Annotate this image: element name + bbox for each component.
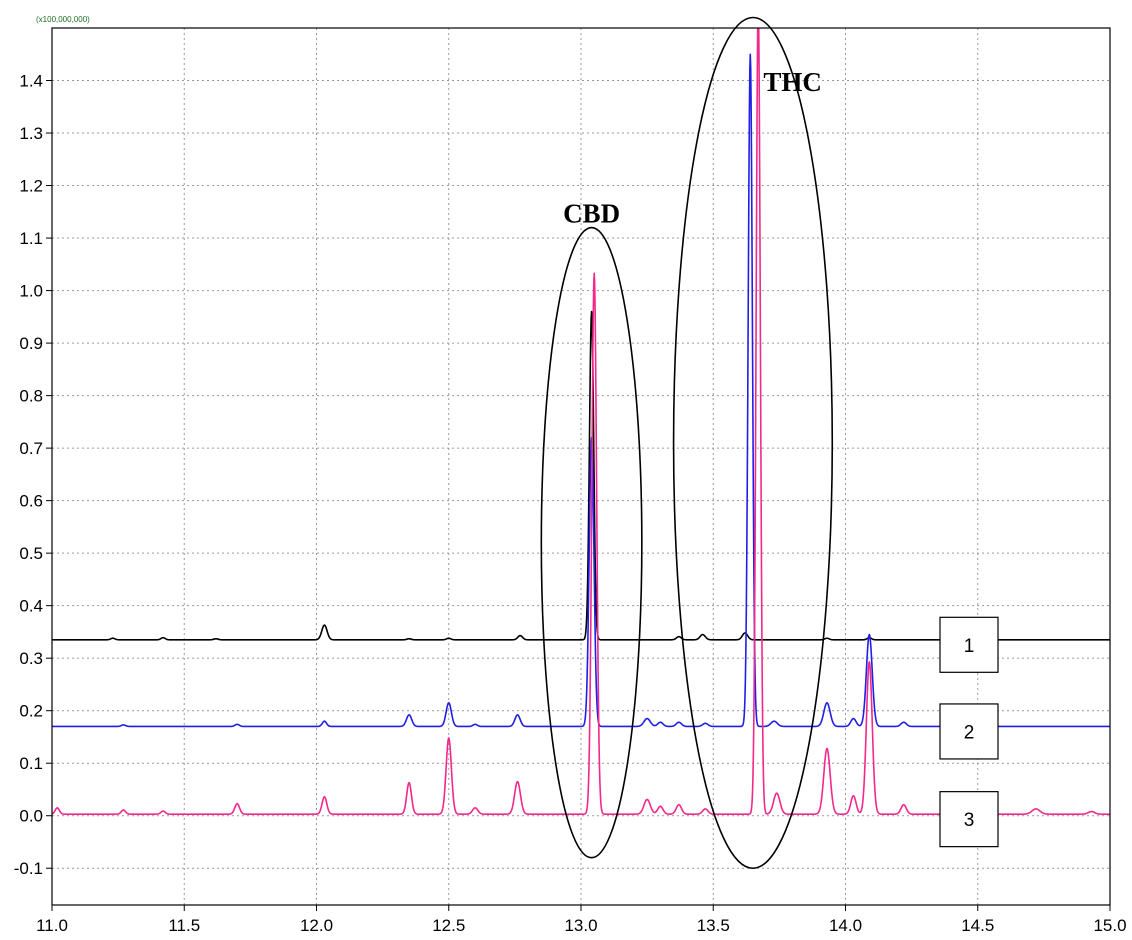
y-tick-label: 0.4 [19, 597, 43, 616]
annotation-cbd: CBD [563, 198, 620, 228]
series-label-2: 2 [964, 722, 975, 743]
box-layer: 1 2 3 [939, 616, 999, 848]
series-label-1: 1 [964, 636, 975, 657]
axis-layer: 11.0 11.5 12.0 12.5 13.0 13.5 14.0 14.5 15.0-0.1… [14, 15, 1127, 935]
x-tick-label: 12.0 [300, 916, 333, 935]
series-layer [52, 28, 1110, 815]
x-tick-label: 11.5 [168, 916, 200, 935]
y-tick-label: 1.4 [19, 72, 43, 91]
x-tick-label: 15.0 [1093, 916, 1126, 935]
x-tick-label: 12.5 [432, 916, 465, 935]
thc-ellipse [672, 16, 834, 870]
y-tick-label: 0.2 [19, 702, 43, 721]
y-tick-label: 0.1 [19, 754, 43, 773]
series-line-2 [52, 53, 1110, 728]
y-tick-label: 0.9 [19, 334, 43, 353]
y-tick-label: 1.2 [19, 177, 43, 196]
ellipse-layer [540, 16, 834, 870]
y-tick-label: 1.0 [19, 282, 43, 301]
x-tick-label: 11.0 [36, 916, 68, 935]
y-tick-label: 1.3 [19, 124, 43, 143]
series-label-box-3 [939, 791, 999, 848]
series-line-3 [52, 28, 1110, 815]
cbd-ellipse [540, 226, 643, 859]
series-line-1 [52, 310, 1110, 641]
y-tick-label: 0.0 [19, 807, 43, 826]
y-tick-label: 0.7 [19, 439, 43, 458]
x-tick-label: 13.0 [564, 916, 597, 935]
y-tick-label: 0.8 [19, 387, 43, 406]
x-tick-label: 14.0 [829, 916, 862, 935]
x-tick-label: 14.5 [961, 916, 994, 935]
y-scale-label: (x100,000,000) [36, 15, 90, 24]
y-tick-label: 1.1 [19, 229, 43, 248]
y-tick-label: -0.1 [14, 859, 43, 878]
y-tick-label: 0.5 [19, 544, 43, 563]
series-label-box-1 [939, 616, 999, 673]
grid-layer [51, 28, 1111, 905]
y-tick-label: 0.6 [19, 492, 43, 511]
annotation-thc: THC [763, 67, 822, 97]
series-label-box-2 [939, 703, 999, 760]
x-tick-label: 13.5 [697, 916, 730, 935]
y-tick-label: 0.3 [19, 649, 43, 668]
series-label-3: 3 [964, 810, 975, 831]
label-layer: CBD THC [563, 67, 822, 228]
